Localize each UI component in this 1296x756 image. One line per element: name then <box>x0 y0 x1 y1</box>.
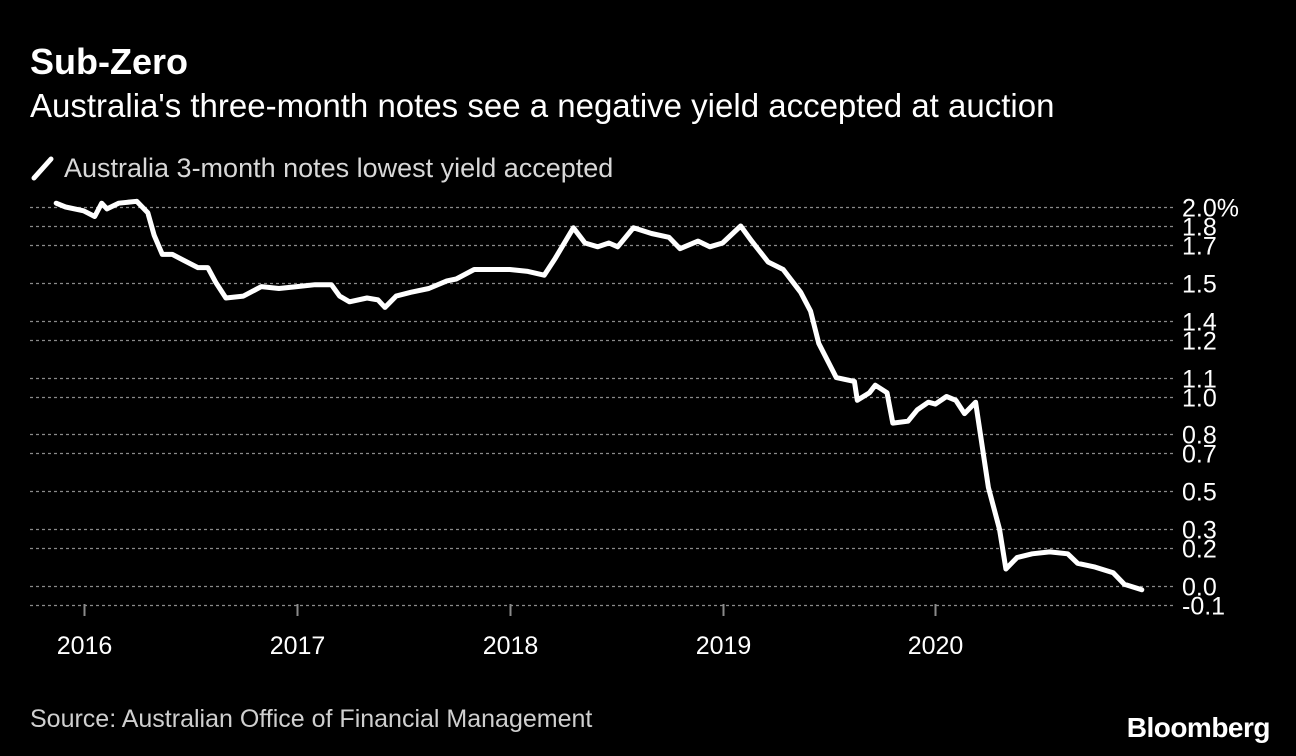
y-tick-label: 0.7 <box>1182 441 1217 469</box>
y-tick-label: 1.1 <box>1182 366 1217 394</box>
x-tick-label: 2020 <box>908 632 964 660</box>
y-tick-label: -0.1 <box>1182 593 1225 621</box>
x-tick-label: 2019 <box>696 632 752 660</box>
x-tick-label: 2018 <box>483 632 539 660</box>
y-tick-label: 1.7 <box>1182 233 1217 261</box>
y-tick-label: 0.3 <box>1182 517 1217 545</box>
legend-label: Australia 3-month notes lowest yield acc… <box>64 152 614 183</box>
legend-line-icon <box>31 156 54 181</box>
y-tick-label: 2.0% <box>1182 195 1239 223</box>
x-tick-label: 2016 <box>57 632 113 660</box>
y-tick-label: 0.0 <box>1182 574 1217 602</box>
y-tick-label: 0.8 <box>1182 422 1217 450</box>
legend: Australia 3-month notes lowest yield acc… <box>30 148 613 188</box>
source-note: Source: Australian Office of Financial M… <box>30 705 593 733</box>
series-line <box>53 198 1145 593</box>
y-tick-label: 1.2 <box>1182 328 1217 356</box>
bloomberg-logo: Bloomberg <box>1126 712 1271 743</box>
y-tick-label: 1.4 <box>1182 309 1217 337</box>
y-tick-label: 1.5 <box>1182 271 1217 299</box>
y-tick-label: 0.2 <box>1182 536 1217 564</box>
y-tick-label: 1.8 <box>1182 214 1217 242</box>
y-tick-label: 1.0 <box>1182 385 1217 413</box>
chart-subtitle: Australia's three-month notes see a nega… <box>30 87 1055 124</box>
chart-title: Sub-Zero <box>30 41 188 82</box>
x-tick-label: 2017 <box>270 632 326 660</box>
y-tick-label: 0.5 <box>1182 479 1217 507</box>
